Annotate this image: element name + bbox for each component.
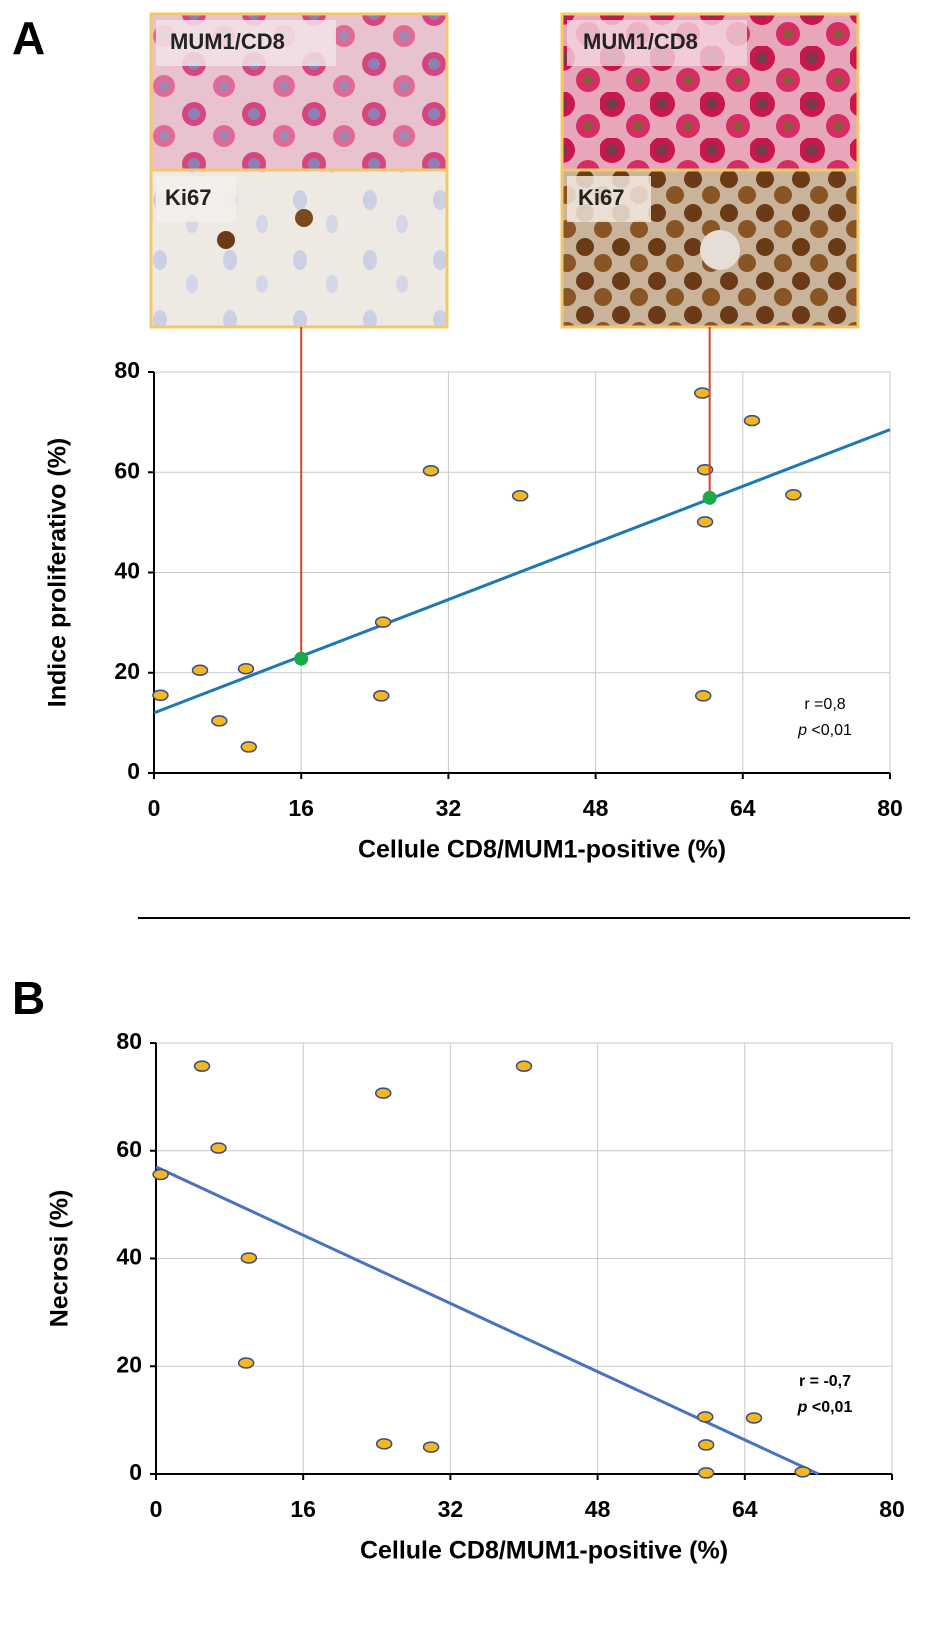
y-tick-label: 20 (116, 1351, 142, 1377)
x-tick-label: 32 (438, 1496, 464, 1522)
y-tick-label: 60 (114, 457, 140, 483)
y-tick-label: 0 (129, 1459, 142, 1485)
y-tick-label: 20 (114, 658, 140, 684)
data-point (374, 616, 392, 628)
panel-label: B (12, 972, 45, 1024)
annotation: r = -0,7 (799, 1373, 851, 1390)
y-tick-label: 40 (114, 558, 140, 584)
y-tick-label: 0 (127, 758, 140, 784)
x-tick-label: 16 (290, 1496, 316, 1522)
trendline (153, 428, 891, 715)
x-axis-title: Cellule CD8/MUM1-positive (%) (358, 836, 726, 864)
y-tick-label: 60 (116, 1136, 142, 1162)
data-point (702, 490, 717, 505)
y-tick-label: 80 (116, 1028, 142, 1054)
micrograph-label: MUM1/CD8 (583, 29, 698, 54)
data-point (211, 715, 228, 727)
trendline (155, 1165, 820, 1476)
data-point (237, 1357, 255, 1369)
data-point (696, 1411, 714, 1423)
data-point (743, 414, 761, 427)
micrograph-label: Ki67 (578, 185, 624, 210)
data-point (422, 464, 440, 477)
y-axis-title: Indice proliferativo (%) (44, 438, 72, 707)
data-point (511, 490, 529, 502)
x-tick-label: 32 (436, 795, 462, 821)
data-point (240, 741, 258, 753)
x-tick-label: 80 (877, 795, 903, 821)
data-point (697, 1439, 715, 1451)
micrograph-label: Ki67 (165, 185, 211, 210)
x-tick-label: 64 (732, 1496, 758, 1522)
data-point (294, 651, 309, 666)
data-point (375, 1438, 393, 1450)
x-tick-label: 0 (148, 795, 161, 821)
x-tick-label: 80 (879, 1496, 905, 1522)
x-tick-label: 64 (730, 795, 756, 821)
y-tick-label: 80 (114, 357, 140, 383)
data-point (191, 664, 209, 676)
annotation: p <0,01 (797, 1399, 853, 1416)
data-point (210, 1142, 227, 1154)
data-point (694, 387, 711, 399)
data-point (515, 1060, 533, 1072)
x-tick-label: 48 (583, 795, 609, 821)
x-axis-title: Cellule CD8/MUM1-positive (%) (360, 1537, 728, 1565)
x-tick-label: 16 (288, 795, 314, 821)
data-point (152, 689, 169, 702)
x-tick-label: 48 (585, 1496, 611, 1522)
data-point (422, 1441, 440, 1453)
x-tick-label: 0 (150, 1496, 163, 1522)
micrograph-label: MUM1/CD8 (170, 29, 285, 54)
data-point (240, 1252, 258, 1264)
data-point (237, 662, 255, 675)
y-axis-title: Necrosi (%) (46, 1190, 74, 1328)
data-point (785, 489, 802, 501)
y-tick-label: 40 (116, 1244, 142, 1270)
data-point (374, 1087, 392, 1099)
micrograph: MUM1/CD8 Ki67 (149, 12, 449, 329)
data-point (696, 516, 714, 528)
data-point (745, 1412, 763, 1424)
data-point (694, 690, 712, 702)
annotation: r =0,8 (804, 696, 845, 713)
panel-label: A (12, 12, 45, 64)
micrograph: MUM1/CD8 Ki67 (560, 12, 860, 329)
data-point (697, 1467, 715, 1479)
data-point (372, 690, 390, 702)
data-point (152, 1168, 169, 1181)
annotation: p <0,01 (797, 722, 852, 739)
data-point (794, 1466, 812, 1478)
data-point (193, 1060, 211, 1072)
